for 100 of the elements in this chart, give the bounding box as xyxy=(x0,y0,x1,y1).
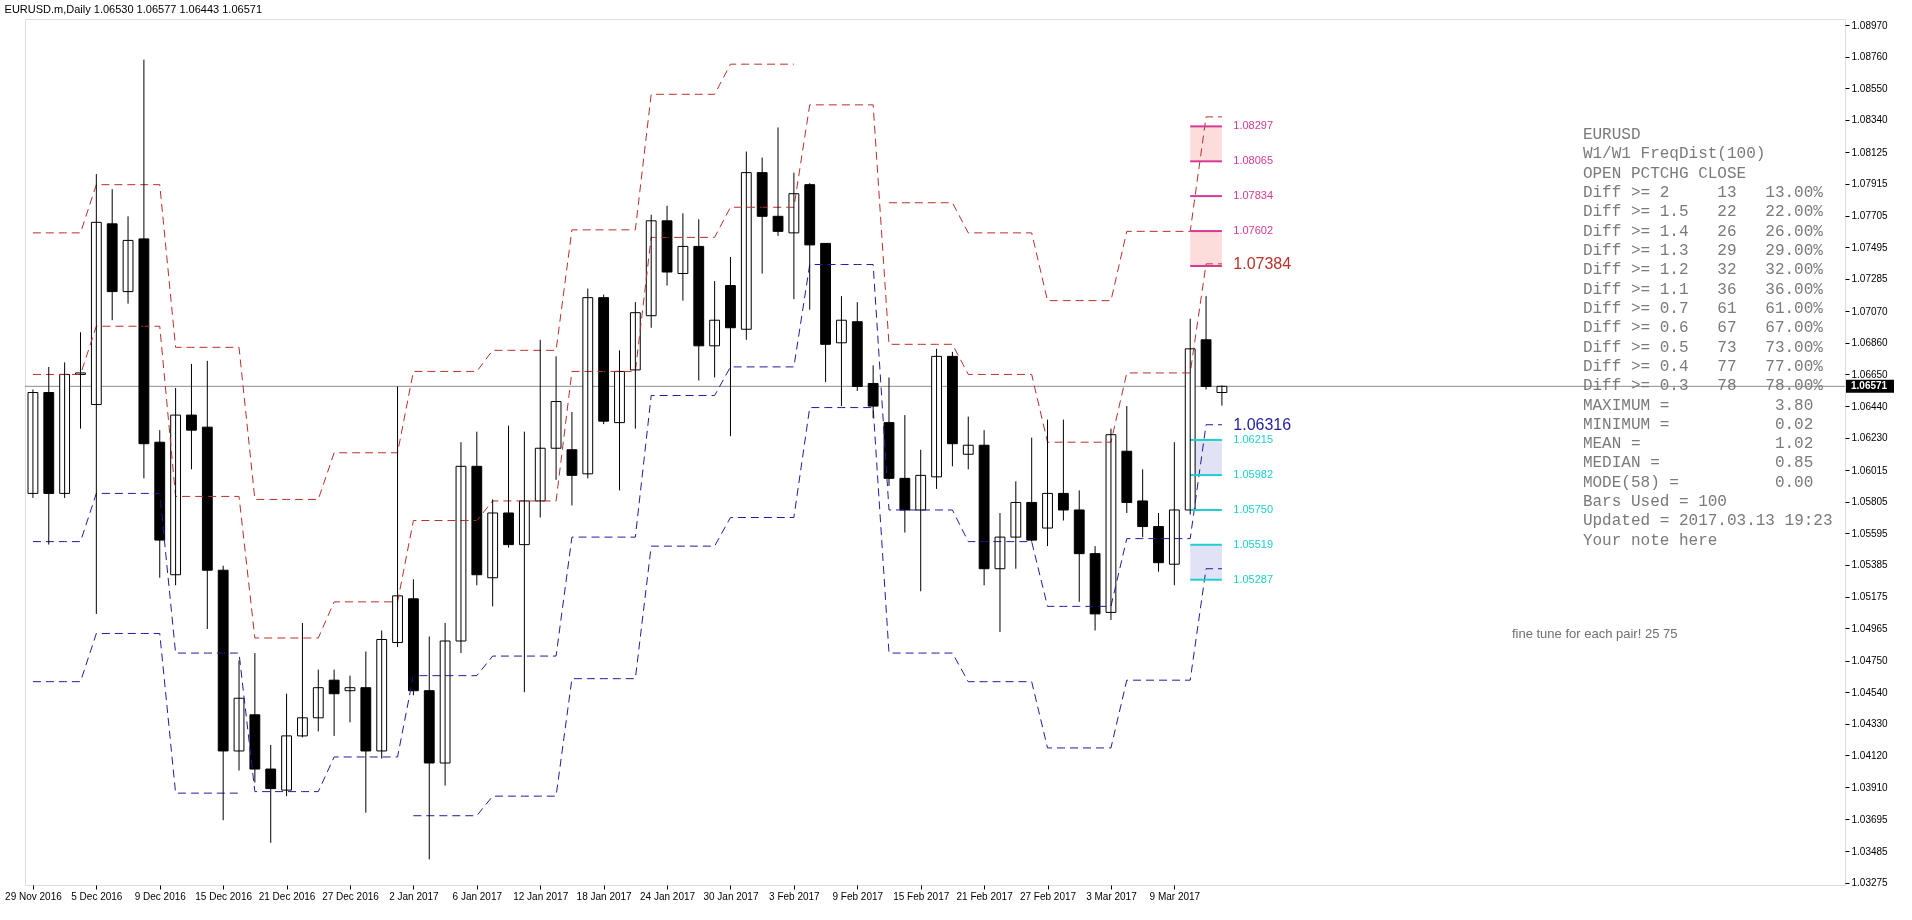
y-tick-label: 1.07705 xyxy=(1851,210,1889,222)
text: Diff >= 2 13 13.00% xyxy=(1582,184,1823,203)
y-tick-label: 1.07915 xyxy=(1851,178,1889,190)
candlestick xyxy=(661,205,673,287)
y-tick-label: 1.04965 xyxy=(1851,622,1889,634)
candlestick xyxy=(614,349,625,491)
candlestick xyxy=(360,651,372,814)
x-tick-label: 27 Feb 2017 xyxy=(1019,890,1077,902)
y-tick-label: 1.06230 xyxy=(1851,432,1889,444)
y-tick-label: 1.06860 xyxy=(1851,337,1889,349)
candlestick xyxy=(820,242,831,383)
candlestick xyxy=(503,425,514,549)
candlestick xyxy=(1042,419,1053,547)
candlestick xyxy=(297,622,308,738)
text: Diff >= 0.6 67 67.00% xyxy=(1582,319,1823,338)
x-tick-label: 6 Jan 2017 xyxy=(452,890,503,902)
text: Diff >= 1.1 36 36.00% xyxy=(1582,280,1823,299)
candlestick xyxy=(994,512,1006,633)
x-tick-label: 29 Nov 2016 xyxy=(5,890,63,902)
x-tick-label: 9 Dec 2016 xyxy=(134,890,187,902)
x-tick-label: 5 Dec 2016 xyxy=(71,890,123,902)
y-tick-label: 1.07070 xyxy=(1851,305,1889,317)
candlestick xyxy=(756,157,768,275)
candlestick xyxy=(122,215,134,305)
text: Bars Used = 100 xyxy=(1582,493,1727,512)
line-series xyxy=(32,263,1223,793)
text: Updated = 2017.03.13 19:23 xyxy=(1582,512,1833,531)
candlestick xyxy=(582,288,594,479)
text: Your note here xyxy=(1582,531,1718,550)
candlestick xyxy=(170,387,182,586)
candlestick xyxy=(1057,419,1069,522)
candlestick xyxy=(471,431,483,586)
y-tick-label: 1.04330 xyxy=(1851,718,1889,730)
text: OPEN PCTCHG CLOSE xyxy=(1582,164,1747,183)
y-tick-label: 1.03910 xyxy=(1851,781,1889,793)
candlestick xyxy=(376,629,388,759)
text: Diff >= 0.7 61 61.00% xyxy=(1582,299,1823,318)
candlestick xyxy=(725,256,736,437)
data-label: 1.08065 xyxy=(1233,154,1274,167)
candlestick xyxy=(693,218,705,381)
x-tick-label: 12 Jan 2017 xyxy=(513,890,569,902)
y-tick-label: 1.03695 xyxy=(1851,813,1889,825)
x-tick-label: 3 Mar 2017 xyxy=(1086,890,1138,902)
data-label: 1.05519 xyxy=(1233,537,1274,550)
candlestick xyxy=(915,449,927,592)
text: Diff >= 1.5 22 22.00% xyxy=(1582,203,1823,222)
candlestick xyxy=(740,151,752,341)
data-label: 1.06215 xyxy=(1233,432,1274,445)
y-tick-label: 1.05385 xyxy=(1851,559,1889,571)
candlestick xyxy=(59,361,71,499)
data-label: 1.07384 xyxy=(1233,254,1292,272)
candlestick xyxy=(1153,512,1164,573)
candlestick xyxy=(407,578,419,696)
candlestick xyxy=(217,565,229,821)
x-tick-label: 21 Feb 2017 xyxy=(956,890,1014,902)
candlestick xyxy=(1073,489,1085,603)
y-tick-label: 1.04120 xyxy=(1851,749,1889,761)
x-tick-label: 9 Feb 2017 xyxy=(832,890,884,902)
candlestick xyxy=(75,331,86,430)
candlestick xyxy=(487,498,499,607)
y-tick-label: 1.06650 xyxy=(1851,368,1889,380)
candlestick xyxy=(1010,480,1022,570)
candlestick xyxy=(1168,441,1180,586)
text: MODE(58) = 0.00 xyxy=(1582,473,1814,492)
candlestick xyxy=(392,385,403,648)
candlestick xyxy=(836,295,847,407)
y-tick-label: 1.06440 xyxy=(1851,400,1889,412)
text: MAXIMUM = 3.80 xyxy=(1582,396,1814,415)
data-label: 1.06316 xyxy=(1233,415,1292,433)
y-tick-label: 1.08340 xyxy=(1851,114,1889,126)
y-tick-label: 1.07495 xyxy=(1851,241,1889,253)
candlestick xyxy=(1105,428,1117,621)
candlestick xyxy=(947,351,958,467)
x-tick-label: 15 Feb 2017 xyxy=(893,890,950,902)
text: W1/W1 FreqDist(100) xyxy=(1582,145,1766,164)
data-label: 1.07834 xyxy=(1233,189,1274,202)
y-tick-label: 1.03275 xyxy=(1851,877,1889,889)
y-tick-label: 1.08125 xyxy=(1851,146,1889,158)
data-label: 1.05287 xyxy=(1233,572,1274,585)
candlestick xyxy=(265,744,277,844)
text: Diff >= 1.4 26 26.00% xyxy=(1582,222,1823,241)
candlestick xyxy=(851,301,863,392)
text: MEDIAN = 0.85 xyxy=(1582,454,1814,473)
y-tick-label: 1.06015 xyxy=(1851,464,1889,476)
candlestick xyxy=(423,636,435,860)
candlestick xyxy=(1026,437,1038,543)
text: Diff >= 0.5 73 73.00% xyxy=(1582,338,1823,357)
candlestick xyxy=(962,416,974,470)
candlestick xyxy=(931,348,942,490)
text: fine tune for each pair! 25 75 xyxy=(1511,625,1678,641)
candlestick xyxy=(772,126,784,237)
y-tick-label: 1.05805 xyxy=(1851,496,1889,508)
x-tick-label: 24 Jan 2017 xyxy=(640,890,696,902)
candlestick xyxy=(106,188,118,321)
text: Diff >= 0.4 77 77.00% xyxy=(1582,357,1823,376)
chart-title: EURUSD.m,Daily 1.06530 1.06577 1.06443 1.06571 xyxy=(4,3,263,15)
data-label: 1.07602 xyxy=(1233,224,1274,237)
y-tick-label: 1.05175 xyxy=(1851,591,1889,603)
ref-line-label: 1.06571 xyxy=(1851,380,1888,392)
x-tick-label: 27 Dec 2016 xyxy=(322,890,380,902)
